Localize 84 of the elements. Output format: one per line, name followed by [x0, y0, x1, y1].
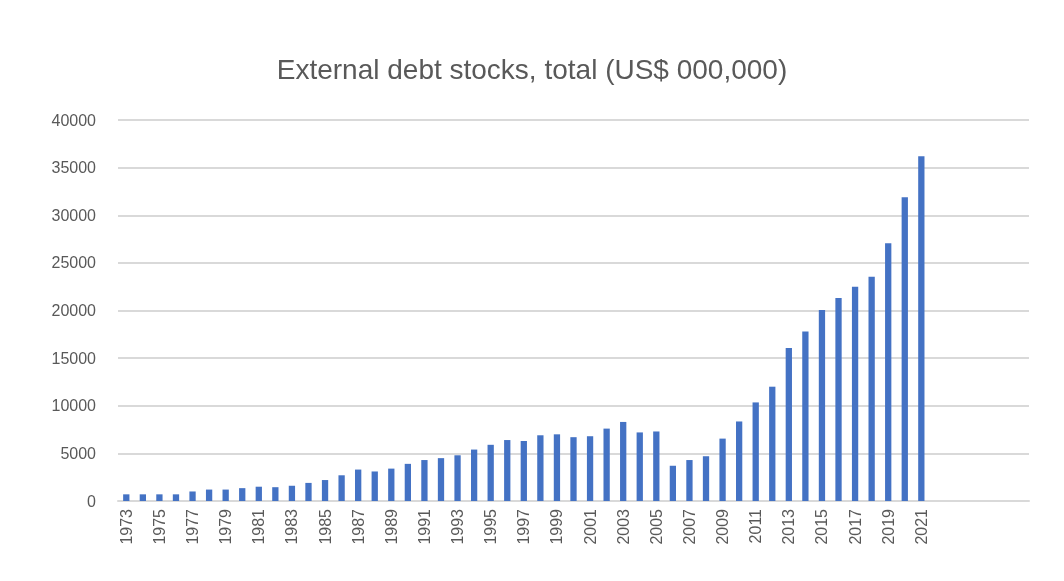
x-tick-label: 2017: [846, 508, 864, 545]
x-tick-label: 1995: [482, 508, 500, 545]
x-tick-label: 1999: [548, 508, 566, 545]
bar: [437, 458, 445, 501]
bar: [520, 440, 527, 501]
bar: [802, 331, 809, 501]
bar: [205, 489, 213, 501]
bar: [239, 488, 246, 501]
x-tick-label: 1979: [217, 508, 235, 545]
x-tick-label: 1975: [150, 508, 168, 545]
bar: [404, 463, 412, 501]
chart-title: External debt stocks, total (US$ 000,000): [276, 53, 788, 85]
bar: [321, 480, 329, 501]
x-tick-label: 2019: [879, 508, 897, 545]
bar: [586, 436, 594, 501]
bar: [702, 456, 710, 501]
bar: [139, 494, 146, 501]
bar: [189, 491, 196, 501]
bar: [719, 438, 726, 501]
bar: [504, 440, 511, 501]
bar: [172, 494, 180, 501]
x-tick-label: 2003: [614, 508, 632, 545]
bar: [305, 482, 312, 501]
x-tick-label: 2007: [680, 508, 698, 545]
bar: [355, 469, 362, 501]
bar: [885, 243, 892, 501]
bar: [835, 298, 842, 501]
y-tick-label: 35000: [51, 159, 97, 177]
x-tick-label: 1987: [349, 508, 367, 545]
bar: [255, 486, 262, 501]
bar: [454, 455, 461, 501]
x-tick-label: 1981: [250, 508, 268, 545]
bar: [752, 402, 759, 501]
x-tick-label: 1985: [316, 508, 334, 545]
bar: [769, 386, 776, 501]
bar: [735, 421, 743, 501]
bar: [570, 437, 577, 501]
bar: [818, 310, 826, 501]
x-tick-label: 2005: [647, 508, 665, 545]
y-tick-label: 20000: [51, 302, 97, 319]
bar: [653, 431, 660, 501]
x-tick-label: 2001: [581, 508, 599, 545]
bar: [388, 468, 395, 501]
bar: [222, 489, 229, 501]
y-tick-label: 10000: [51, 397, 97, 415]
x-tick-label: 1989: [382, 508, 400, 545]
y-tick-label: 30000: [51, 206, 97, 224]
x-tick-label: 1977: [184, 508, 202, 545]
x-tick-label: 2009: [714, 508, 732, 545]
bar: [123, 494, 130, 501]
bar: [669, 465, 677, 501]
bar: [288, 485, 296, 501]
x-tick-label: 1993: [449, 508, 467, 545]
bar: [901, 197, 908, 501]
y-tick-label: 40000: [51, 111, 97, 129]
bar: [470, 449, 478, 501]
x-tick-label: 2013: [780, 508, 798, 545]
x-tick-label: 1997: [515, 508, 533, 545]
bar: [272, 487, 279, 501]
x-tick-label: 2021: [912, 508, 930, 545]
bar: [421, 460, 428, 501]
bar: [785, 348, 792, 501]
bar: [851, 286, 859, 501]
x-tick-label: 1973: [117, 508, 135, 545]
bar: [338, 475, 345, 501]
x-tick-label: 2011: [747, 508, 765, 544]
bar: [686, 460, 693, 501]
bar: [156, 494, 163, 501]
bar: [603, 428, 610, 501]
bar: [537, 435, 544, 501]
x-tick-label: 1991: [415, 508, 433, 545]
bar: [636, 432, 643, 501]
bar: [918, 156, 925, 501]
y-tick-label: 5000: [60, 444, 97, 462]
y-tick-label: 25000: [51, 254, 97, 272]
y-tick-label: 0: [87, 492, 97, 510]
bar: [371, 471, 378, 501]
bar: [620, 421, 627, 501]
bar: [487, 444, 494, 501]
x-tick-label: 1983: [283, 508, 301, 545]
bar: [553, 434, 561, 501]
bar: [868, 276, 875, 501]
x-tick-label: 2015: [813, 508, 831, 545]
y-tick-label: 15000: [51, 349, 97, 367]
